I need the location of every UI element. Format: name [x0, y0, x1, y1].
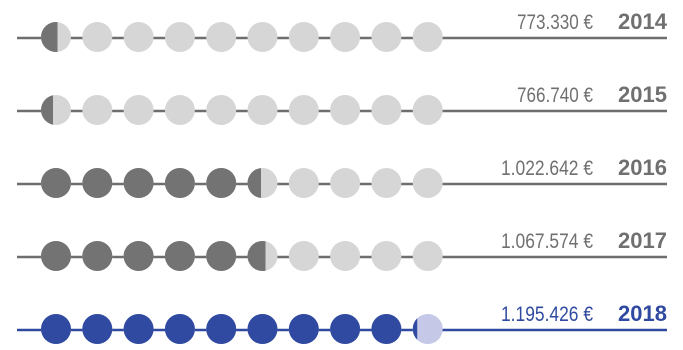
amount-label: 766.740 €: [517, 84, 593, 107]
year-label: 2017: [618, 228, 667, 253]
dot: [288, 168, 319, 198]
dot: [82, 168, 113, 198]
dot: [164, 22, 195, 52]
dot: [412, 241, 443, 271]
dot: [371, 95, 402, 125]
dot: [330, 22, 361, 52]
dot: [123, 168, 154, 198]
dot: [247, 168, 278, 198]
dot: [123, 314, 154, 344]
dot: [371, 168, 402, 198]
dot: [206, 314, 237, 344]
dot: [206, 241, 237, 271]
dot: [41, 95, 71, 125]
dot: [82, 22, 113, 52]
dot: [206, 168, 237, 198]
dot: [330, 241, 361, 271]
dot: [247, 314, 278, 344]
row-2016: 1.022.642 € 2016: [17, 155, 667, 198]
dot: [288, 22, 319, 52]
dot: [288, 241, 319, 271]
dot: [164, 314, 195, 344]
row-2015: 766.740 € 2015: [17, 82, 667, 125]
dot: [41, 22, 71, 52]
amount-label: 1.195.426 €: [501, 303, 593, 326]
dot: [164, 168, 195, 198]
dot: [206, 22, 237, 52]
dot: [41, 314, 71, 344]
dot: [412, 22, 443, 52]
year-label: 2015: [618, 82, 667, 107]
dot: [164, 241, 195, 271]
dot: [247, 95, 278, 125]
dot: [330, 95, 361, 125]
year-label: 2016: [618, 155, 667, 180]
dot: [82, 314, 113, 344]
dot: [288, 95, 319, 125]
dot: [82, 241, 113, 271]
dot: [412, 314, 443, 344]
dot: [412, 95, 443, 125]
dot: [371, 22, 402, 52]
dot: [123, 241, 154, 271]
year-label: 2014: [618, 9, 668, 34]
dot: [41, 241, 71, 271]
dot: [371, 314, 402, 344]
dot: [330, 314, 361, 344]
dot: [330, 168, 361, 198]
amount-label: 773.330 €: [517, 11, 593, 34]
dot: [123, 22, 154, 52]
row-2017: 1.067.574 € 2017: [17, 228, 667, 271]
amount-label: 1.022.642 €: [501, 157, 593, 180]
dot: [247, 22, 278, 52]
dot: [412, 168, 443, 198]
dot: [206, 95, 237, 125]
year-label: 2018: [618, 301, 667, 326]
dot: [371, 241, 402, 271]
dot: [41, 168, 71, 198]
dot: [288, 314, 319, 344]
amount-label: 1.067.574 €: [501, 230, 593, 253]
dot: [82, 95, 113, 125]
row-2018: 1.195.426 € 2018: [17, 301, 667, 344]
rows-layer: 773.330 € 2014 766.740 € 2015 1.022.642 € 201…: [17, 9, 668, 344]
dot: [123, 95, 154, 125]
dot: [247, 241, 278, 271]
row-2014: 773.330 € 2014: [17, 9, 668, 52]
dot: [164, 95, 195, 125]
